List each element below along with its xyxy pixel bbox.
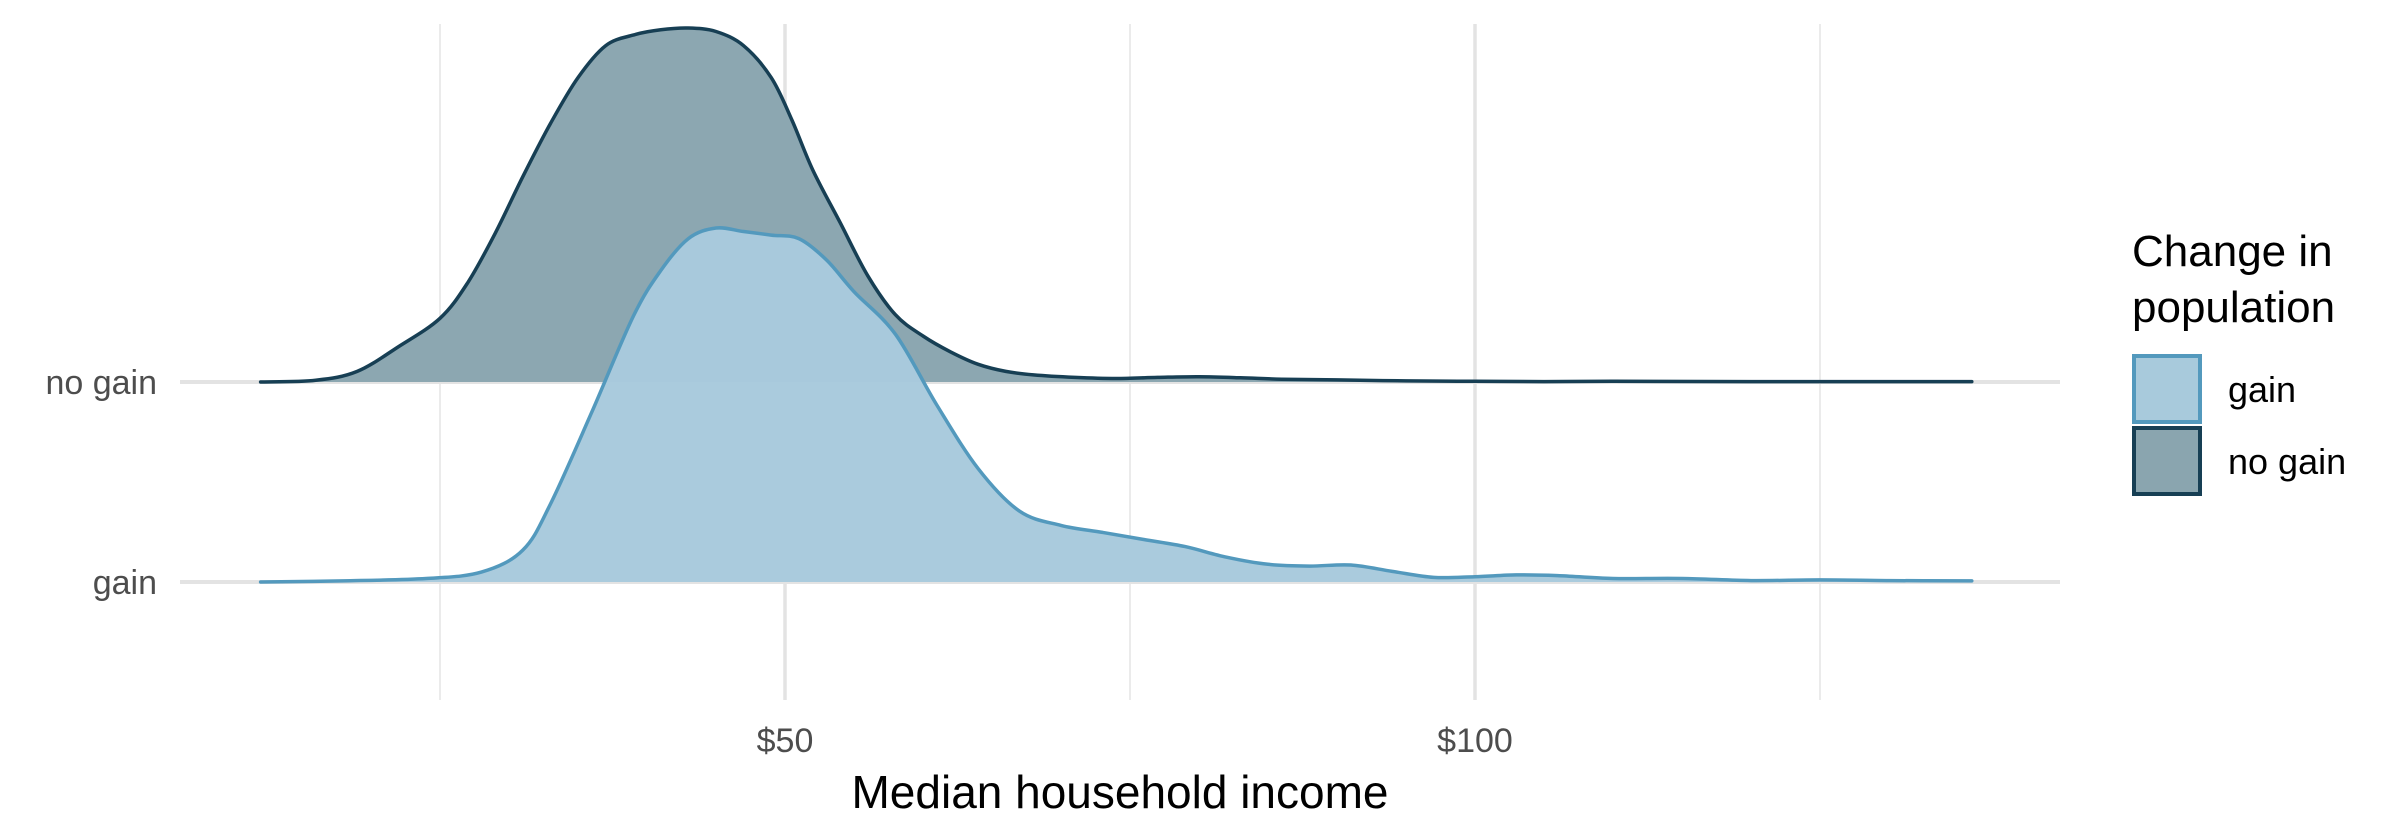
legend: Change in population gain no gain <box>2132 227 2346 496</box>
x-tick-label: $100 <box>1437 722 1513 760</box>
legend-label-no-gain: no gain <box>2228 441 2346 482</box>
y-tick-label: gain <box>93 564 157 602</box>
ridge-area-no-gain <box>260 27 1972 382</box>
legend-label-gain: gain <box>2228 369 2296 410</box>
ridge-area-gain <box>260 227 1972 582</box>
legend-title: Change in <box>2132 227 2333 276</box>
legend-swatch-gain <box>2132 354 2202 424</box>
density-ridges <box>258 26 1974 584</box>
x-axis-labels: $50 $100 <box>757 722 1513 760</box>
x-axis-title: Median household income <box>851 766 1388 818</box>
x-tick-label: $50 <box>757 722 814 760</box>
legend-title: population <box>2132 283 2335 332</box>
ridge-line-no-gain <box>258 26 1974 384</box>
ridge-line-gain <box>258 226 1974 584</box>
y-axis-labels: gain no gain <box>45 364 157 602</box>
y-tick-label: no gain <box>45 364 157 402</box>
legend-swatch-no-gain <box>2132 426 2202 496</box>
